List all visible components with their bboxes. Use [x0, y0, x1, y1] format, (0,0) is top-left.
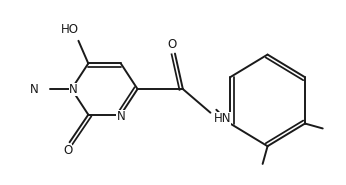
- Text: N: N: [69, 83, 78, 96]
- Text: HN: HN: [213, 112, 231, 125]
- Text: N: N: [30, 83, 39, 96]
- Text: N: N: [116, 110, 125, 123]
- Text: HO: HO: [61, 23, 79, 36]
- Text: O: O: [63, 144, 72, 157]
- Text: O: O: [167, 38, 177, 51]
